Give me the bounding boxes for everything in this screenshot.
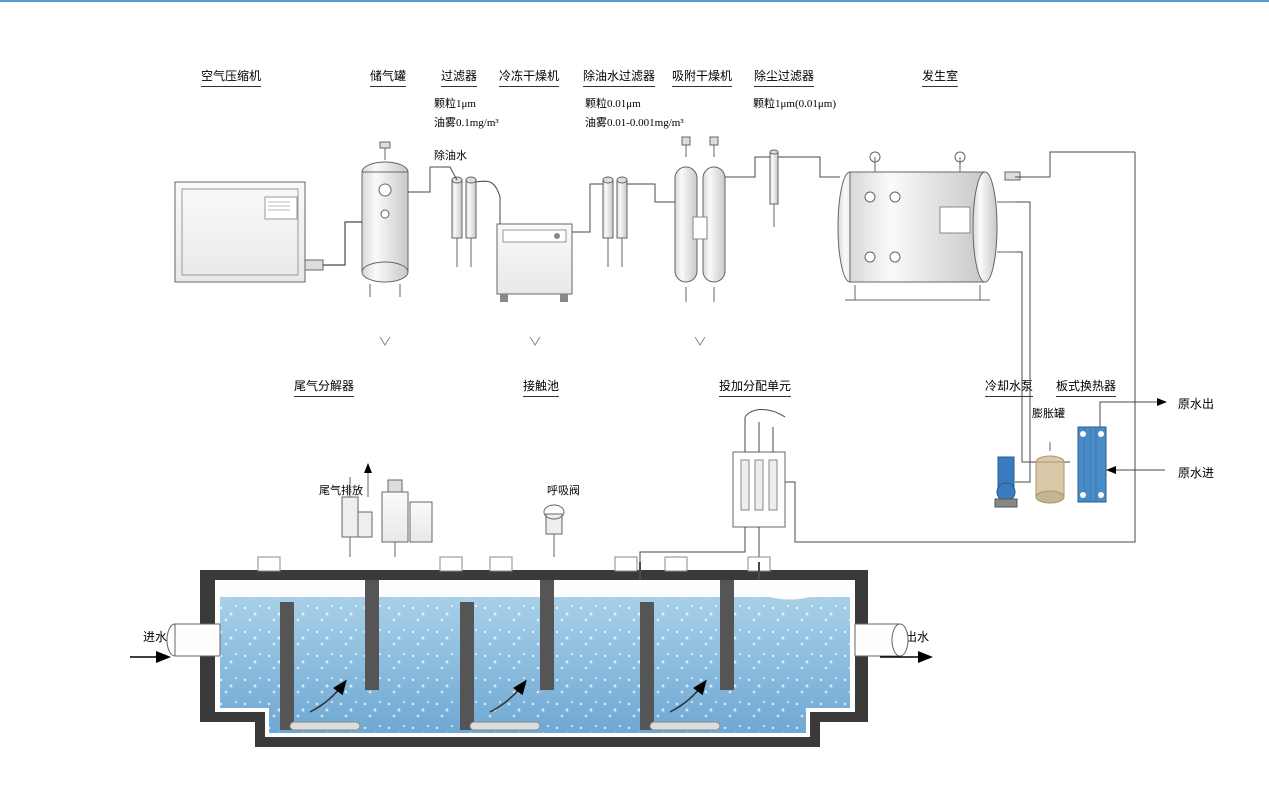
adsorption-dryer [675, 137, 725, 302]
dosing-unit [733, 410, 785, 528]
contact-basin [167, 534, 908, 747]
oil-filter [603, 177, 627, 267]
breathe-valve [544, 505, 564, 534]
expansion-tank [1036, 442, 1064, 503]
freeze-dryer [497, 224, 572, 302]
heat-exchanger [1078, 427, 1106, 502]
generator [838, 152, 1020, 300]
air-tank [362, 142, 408, 297]
compressor [175, 182, 323, 282]
cooling-pump [995, 457, 1017, 507]
filter-1 [452, 177, 476, 267]
decomposer [342, 465, 372, 537]
dust-filter [770, 150, 778, 227]
flow-diagram [0, 2, 1269, 799]
exhaust-unit [382, 480, 432, 542]
